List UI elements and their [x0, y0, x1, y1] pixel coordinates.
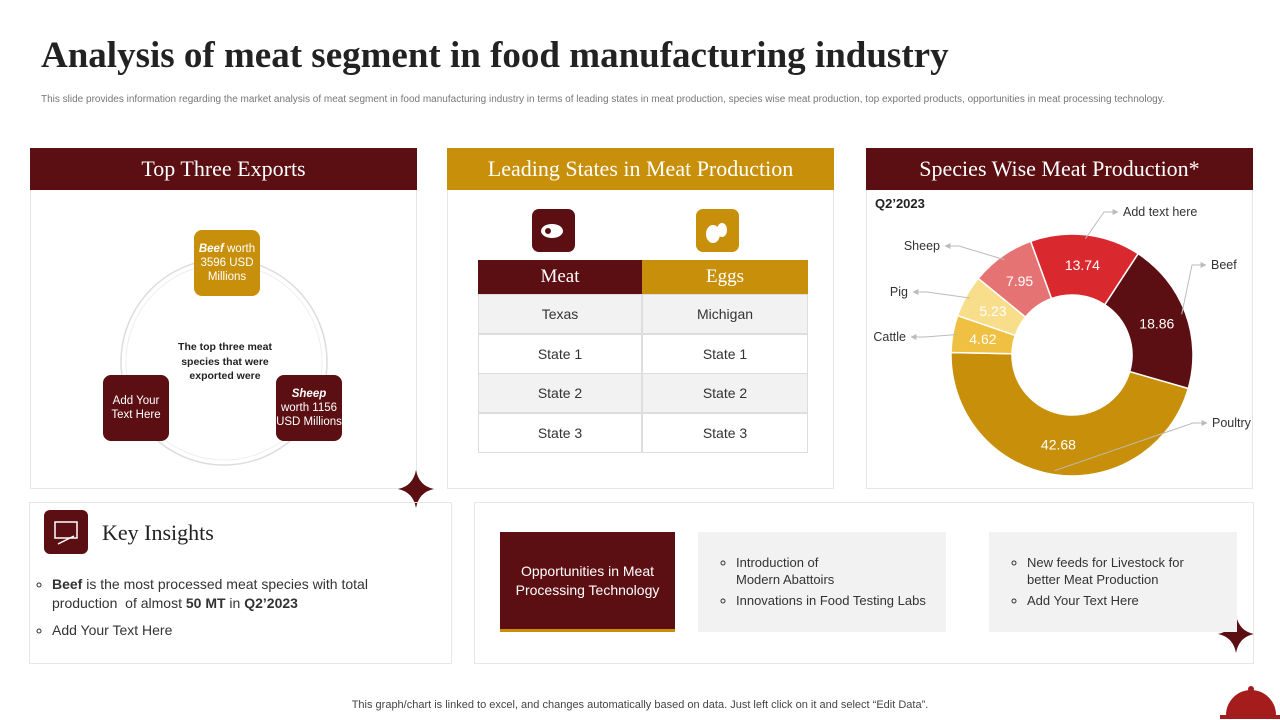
leader-line	[910, 334, 957, 340]
category-label: Sheep	[904, 239, 940, 253]
table-cell: State 1	[478, 333, 642, 374]
insights-heading: Key Insights	[102, 520, 214, 545]
opportunity-item: Add Your Text Here	[1027, 592, 1219, 609]
insights-icon-shape	[54, 521, 78, 539]
insight-bullet: Beef is the most processed meat species …	[52, 575, 422, 613]
leader-line	[944, 243, 1005, 261]
value-label: 4.62	[969, 331, 996, 347]
category-label: Cattle	[873, 330, 906, 344]
opportunities-heading: Opportunities in Meat Processing Technol…	[500, 532, 675, 632]
cloche-icon	[1248, 686, 1254, 692]
export-item: Sheep worth 1156 USD Millions	[276, 375, 342, 441]
cloche-icon	[1220, 715, 1280, 719]
insight-text: in	[225, 595, 245, 611]
chart-title: Species Wise Meat Production*	[866, 148, 1253, 190]
leader-line	[1084, 209, 1119, 240]
table-cell: State 2	[478, 373, 642, 413]
meat-icon-shape	[545, 228, 551, 234]
export-item: Add Your Text Here	[103, 375, 169, 441]
value-label: 18.86	[1139, 315, 1174, 331]
leader-line	[1054, 420, 1208, 472]
export-item: Beef worth 3596 USD Millions	[194, 230, 260, 296]
export-name: Beef	[198, 243, 224, 255]
value-label: 5.23	[979, 303, 1006, 319]
table-cell: Texas	[478, 294, 642, 334]
export-text: worth 3596 USD Millions	[200, 243, 256, 283]
chart-subtitle: Q2’2023	[875, 196, 925, 211]
table-cell: State 1	[642, 333, 808, 374]
table-header: Meat	[478, 260, 642, 294]
slide-title: Analysis of meat segment in food manufac…	[41, 35, 949, 76]
opportunity-box: Introduction of Modern Abattoirs Innovati…	[698, 532, 946, 632]
insights-icon-shape	[57, 535, 75, 545]
table-cell: State 3	[478, 412, 642, 453]
slide-description: This slide provides information regardin…	[41, 94, 1165, 105]
donut-slice	[1103, 252, 1194, 390]
insight-text: Beef	[52, 576, 83, 592]
category-label: Beef	[1211, 258, 1237, 272]
meat-icon-shape	[541, 224, 563, 238]
star	[1218, 615, 1254, 653]
value-label: 42.68	[1041, 436, 1076, 452]
exports-heading: Top Three Exports	[30, 148, 417, 190]
opportunity-list: New feeds for Livestock for better Meat …	[1007, 554, 1219, 609]
opportunity-item: Introduction of Modern Abattoirs	[736, 554, 856, 588]
category-label: Poultry	[1212, 416, 1252, 430]
star	[398, 470, 434, 508]
insights-icon	[44, 510, 88, 554]
donut-slice	[977, 240, 1053, 319]
leader-line	[912, 289, 970, 299]
table-cell: State 3	[642, 412, 808, 453]
insight-text: is the most processed meat species with …	[52, 576, 372, 611]
export-text: Add Your Text Here	[111, 395, 161, 421]
export-name: Sheep	[291, 388, 327, 400]
category-label: Pig	[890, 285, 908, 299]
states-heading: Leading States in Meat Production	[447, 148, 834, 190]
egg-icon-shape	[717, 223, 727, 237]
value-label: 13.74	[1065, 257, 1100, 273]
export-text: worth 1156 USD Millions	[276, 402, 342, 428]
footer-note: This graph/chart is linked to excel, and…	[351, 699, 929, 711]
insights-list: Beef is the most processed meat species …	[32, 575, 422, 648]
cloche-icon	[1226, 690, 1276, 715]
value-label: 7.95	[1006, 273, 1033, 289]
insight-bullet: Add Your Text Here	[52, 621, 422, 640]
exports-center-text: The top three meat species that were exp…	[178, 341, 272, 382]
egg-icon-shape	[706, 225, 720, 243]
opportunity-box: New feeds for Livestock for better Meat …	[989, 532, 1237, 632]
insight-text: Add Your Text Here	[52, 622, 173, 638]
opportunities-panel	[474, 502, 1254, 664]
opportunity-item: New feeds for Livestock for better Meat …	[1027, 554, 1207, 588]
table-header: Eggs	[642, 260, 808, 294]
insights-panel	[29, 502, 452, 664]
table-cell: Michigan	[642, 294, 808, 334]
insight-text: Q2’2023	[244, 595, 298, 611]
opportunity-list: Introduction of Modern Abattoirs Innovati…	[716, 554, 928, 609]
table-cell: State 2	[642, 373, 808, 413]
insight-text: 50 MT	[185, 595, 226, 611]
leader-line	[1181, 262, 1207, 315]
category-label: Add text here	[1123, 205, 1197, 219]
opportunity-item: Innovations in Food Testing Labs	[736, 592, 928, 609]
